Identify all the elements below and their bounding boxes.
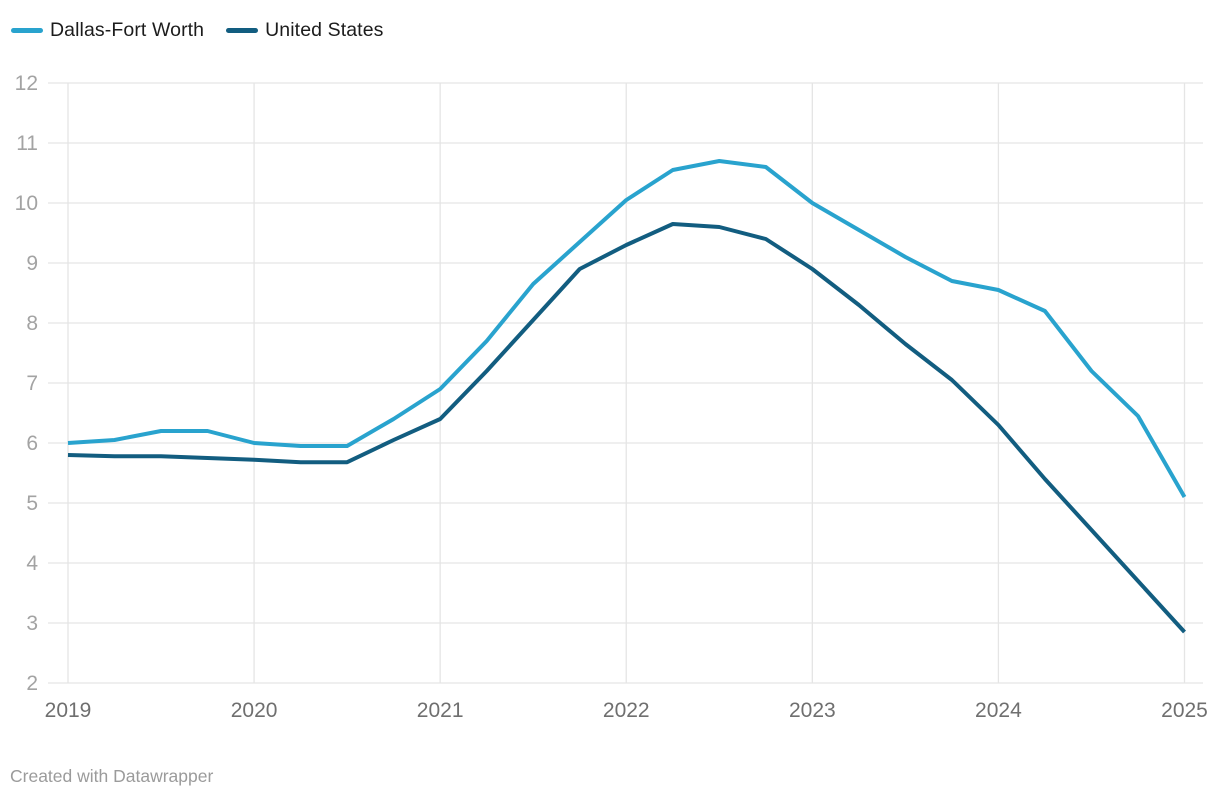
series-line-united-states [67,222,1186,634]
y-tick-label: 10 [15,192,38,215]
legend-label-united-states: United States [265,18,384,41]
y-tick-label: 7 [26,372,38,395]
legend-swatch-united-states [226,27,259,33]
series-line-dallas-fort-worth [67,159,1187,498]
y-tick-label: 4 [26,552,38,575]
legend-item-dallas-fort-worth: Dallas-Fort Worth [11,17,204,43]
x-tick-label: 2020 [231,699,278,722]
y-tick-label: 9 [26,252,38,275]
x-tick-label: 2021 [417,699,464,722]
y-tick-label: 8 [26,312,38,335]
y-tick-label: 5 [26,492,38,515]
legend-item-united-states: United States [226,17,383,43]
y-gridlines-and-labels: 2 3 4 5 6 7 8 9 10 11 12 [15,72,1203,695]
y-tick-label: 12 [15,72,38,95]
legend-label-dallas-fort-worth: Dallas-Fort Worth [50,18,205,41]
legend: Dallas-Fort Worth United States [11,17,384,43]
x-tick-label: 2024 [975,699,1022,722]
legend-swatch-dallas-fort-worth [11,27,43,33]
x-tick-label: 2023 [789,699,836,722]
x-tick-label: 2019 [45,699,92,722]
x-tick-label: 2025 [1161,699,1208,722]
y-tick-label: 2 [26,672,38,695]
datawrapper-attribution: Created with Datawrapper [10,766,214,786]
y-tick-label: 6 [26,432,38,455]
x-tick-label: 2022 [603,699,650,722]
x-gridlines-and-labels: 2019 2020 2021 2022 2023 2024 2025 [45,83,1208,722]
y-tick-label: 3 [26,612,38,635]
y-tick-label: 11 [16,132,38,155]
